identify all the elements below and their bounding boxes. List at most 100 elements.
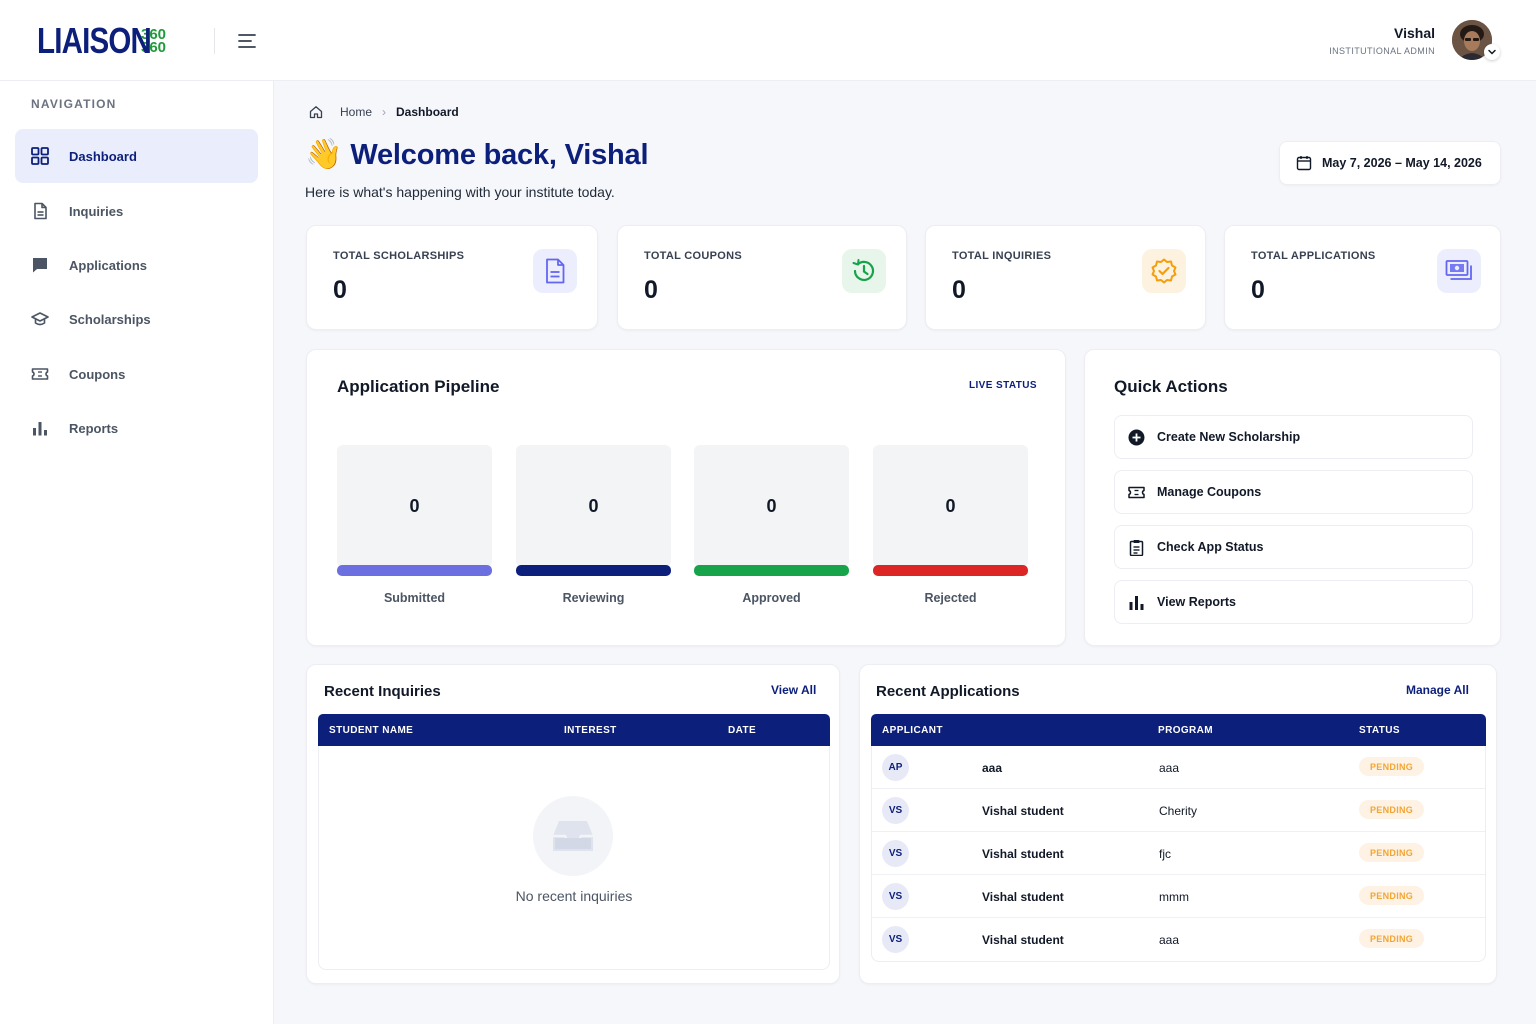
stat-icon-box [842,249,886,293]
pipeline-stage-approved[interactable]: 0 Approved [694,445,849,605]
clipboard-icon [1129,540,1144,556]
applicant-avatar: AP [882,754,909,781]
page-subtitle: Here is what's happening with your insti… [305,184,615,200]
sidebar-item-label: Reports [69,420,119,436]
stage-bar [516,565,671,576]
applicant-program: mmm [1159,890,1189,904]
applications-table-header: APPLICANT PROGRAM STATUS [871,714,1486,746]
status-badge: PENDING [1359,886,1425,905]
ticket-icon [31,368,49,380]
manage-coupons-button[interactable]: Manage Coupons [1114,470,1473,514]
stat-value: 0 [952,276,966,304]
recent-inquiries-panel: Recent Inquiries View All STUDENT NAME I… [306,664,840,984]
sidebar-item-label: Inquiries [69,203,124,219]
column-header-program[interactable]: PROGRAM [1158,725,1214,736]
action-label: Check App Status [1157,540,1264,554]
table-row[interactable]: AP aaa aaa PENDING [872,746,1485,789]
sidebar-item-label: Coupons [69,366,126,382]
stat-icon-box [1437,249,1481,293]
column-header-status[interactable]: STATUS [1359,725,1400,736]
pipeline-stage-rejected[interactable]: 0 Rejected [873,445,1028,605]
avatar-menu-button[interactable] [1484,44,1500,60]
quick-actions-panel: Quick Actions Create New Scholarship Man… [1084,349,1501,646]
history-icon [852,259,875,281]
table-row[interactable]: VS Vishal student mmm PENDING [872,875,1485,918]
sidebar-item-inquiries[interactable]: Inquiries [15,184,258,238]
welcome-heading: 👋 Welcome back, Vishal [305,136,649,174]
stat-icon-box [1142,249,1186,293]
menu-toggle-button[interactable] [236,30,258,52]
status-badge: PENDING [1359,757,1425,776]
nav-heading: NAVIGATION [31,97,117,111]
column-header-interest[interactable]: INTEREST [564,725,617,736]
table-row[interactable]: VS Vishal student Cherity PENDING [872,789,1485,832]
sidebar-item-reports[interactable]: Reports [15,401,258,455]
avatar[interactable] [1452,20,1492,60]
sidebar: NAVIGATION Dashboard Inquiries Applicati… [0,81,274,1024]
stage-count: 0 [694,445,849,567]
pipeline-stage-submitted[interactable]: 0 Submitted [337,445,492,605]
applicant-name: Vishal student [982,804,1064,818]
ticket-icon [1128,486,1145,499]
sidebar-item-label: Dashboard [69,148,137,164]
column-header-date[interactable]: DATE [728,725,757,736]
action-label: Manage Coupons [1157,485,1262,499]
stage-label: Submitted [383,591,446,605]
bar-chart-icon [1129,596,1144,610]
breadcrumb-home-link[interactable]: Home [340,105,373,119]
applicant-name: aaa [982,761,1003,775]
top-header: LIAISON 360 360 Vishal INSTITUTIONAL ADM… [0,0,1536,81]
payments-icon [1445,260,1472,280]
bar-chart-icon [33,422,47,436]
column-header-applicant[interactable]: APPLICANT [882,725,943,736]
stage-label: Rejected [924,591,977,605]
chat-icon [33,258,47,273]
empty-state-text: No recent inquiries [515,888,633,904]
breadcrumb-separator: › [382,105,387,119]
view-reports-button[interactable]: View Reports [1114,580,1473,624]
grid-icon [31,147,49,165]
waving-hand-icon: 👋 [305,138,343,171]
stat-icon-box [533,249,577,293]
stage-bar [337,565,492,576]
check-app-status-button[interactable]: Check App Status [1114,525,1473,569]
stat-label: TOTAL COUPONS [644,250,743,262]
document-icon [34,202,47,220]
inquiries-empty-state: No recent inquiries [318,746,830,970]
user-role: INSTITUTIONAL ADMIN [1329,46,1435,56]
date-range-picker[interactable]: May 7, 2026 – May 14, 2026 [1279,141,1501,185]
stage-label: Reviewing [562,591,625,605]
sidebar-item-applications[interactable]: Applications [15,238,258,292]
table-row[interactable]: VS Vishal student aaa PENDING [872,918,1485,961]
applicant-avatar: VS [882,926,909,953]
logo-suffix: 360 360 [141,26,167,56]
stat-card-applications: TOTAL APPLICATIONS 0 [1224,225,1501,330]
inquiries-table-header: STUDENT NAME INTEREST DATE [318,714,830,746]
sidebar-item-scholarships[interactable]: Scholarships [15,292,258,346]
home-icon[interactable] [309,105,323,119]
stat-card-coupons: TOTAL COUPONS 0 [617,225,907,330]
column-header-student-name[interactable]: STUDENT NAME [329,725,414,736]
applicant-avatar: VS [882,797,909,824]
manage-all-applications-link[interactable]: Manage All [1406,683,1469,697]
stat-card-scholarships: TOTAL SCHOLARSHIPS 0 [306,225,598,330]
panel-title: Recent Inquiries [324,683,441,700]
live-status-label: LIVE STATUS [969,380,1037,391]
create-scholarship-button[interactable]: Create New Scholarship [1114,415,1473,459]
plus-circle-icon [1128,429,1145,446]
sidebar-item-coupons[interactable]: Coupons [15,347,258,401]
applications-table-body: AP aaa aaa PENDING VS Vishal student Che… [871,746,1486,962]
pipeline-stage-reviewing[interactable]: 0 Reviewing [516,445,671,605]
brand-logo[interactable]: LIAISON 360 360 [37,20,167,61]
action-label: View Reports [1157,595,1236,609]
status-badge: PENDING [1359,843,1425,862]
panel-title: Recent Applications [876,683,1020,700]
sidebar-item-dashboard[interactable]: Dashboard [15,129,258,183]
graduation-cap-icon [31,312,49,326]
date-range-text: May 7, 2026 – May 14, 2026 [1322,156,1482,170]
verified-badge-icon [1151,258,1177,284]
view-all-inquiries-link[interactable]: View All [771,683,817,697]
panel-title: Application Pipeline [337,377,500,396]
action-label: Create New Scholarship [1157,430,1301,444]
table-row[interactable]: VS Vishal student fjc PENDING [872,832,1485,875]
